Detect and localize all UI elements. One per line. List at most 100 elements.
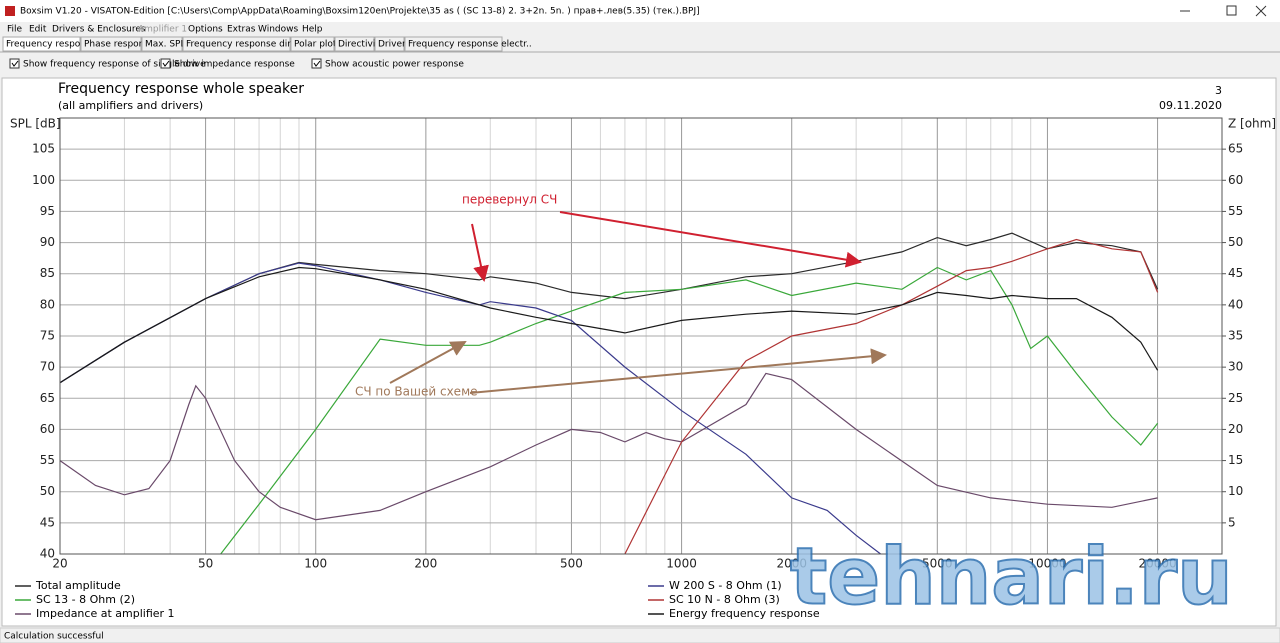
y2-tick-label: 15	[1228, 453, 1243, 467]
chart-subtitle: (all amplifiers and drivers)	[58, 99, 203, 112]
y2-tick-label: 55	[1228, 204, 1243, 218]
checkbox[interactable]	[160, 58, 171, 69]
series-line	[624, 238, 1159, 554]
series-line	[220, 266, 1159, 554]
window-title: Boxsim V1.20 - VISATON-Edition [C:\Users…	[20, 7, 700, 17]
y-tick-label: 40	[40, 547, 55, 561]
annotation-arrows	[389, 211, 887, 394]
checkbox-label[interactable]: Show frequency response of single drive	[23, 60, 206, 70]
menu-item[interactable]: Extras	[227, 25, 256, 35]
checkbox[interactable]	[311, 58, 322, 69]
x-tick-label: 10000	[1028, 557, 1066, 571]
y-tick-label: 50	[40, 484, 55, 498]
x-tick-label: 1000	[666, 557, 697, 571]
annotation: СЧ по Вашей схеме	[355, 385, 478, 399]
legend-label: Impedance at amplifier 1	[36, 607, 175, 620]
y-tick-label: 45	[40, 515, 55, 529]
menu-item[interactable]: File	[7, 25, 23, 35]
y2-tick-label: 20	[1228, 422, 1243, 436]
checkmark	[162, 60, 170, 67]
tab-label[interactable]: Phase response	[84, 40, 155, 50]
menu-item[interactable]: Edit	[29, 25, 47, 35]
tick-labels: 20 50 100 200 500 1000 2000 5000 10000 20000 40 45 5…	[32, 142, 1243, 571]
series-line	[60, 266, 1159, 384]
series-line	[60, 262, 881, 554]
x-tick-label: 20	[52, 557, 67, 571]
plot-lines	[60, 232, 1159, 554]
y-tick-label: 85	[40, 266, 55, 280]
tab[interactable]	[2, 36, 81, 52]
tab[interactable]	[404, 36, 503, 52]
tab-label[interactable]: Frequency response directions	[186, 40, 324, 50]
tab-label[interactable]: Driver	[378, 40, 406, 50]
checkbox-label[interactable]: Show acoustic power response	[325, 60, 464, 70]
x-tick-label: 500	[560, 557, 583, 571]
y2-tick-label: 65	[1228, 142, 1243, 156]
x-tick-label: 20000	[1138, 557, 1176, 571]
tab[interactable]	[182, 36, 291, 52]
checkbox-label[interactable]: Show impedance response	[174, 60, 295, 70]
x-tick-label: 5000	[922, 557, 953, 571]
y-axis-label: SPL [dB]	[10, 117, 61, 131]
x-tick-label: 200	[414, 557, 437, 571]
y-tick-label: 90	[40, 235, 55, 249]
tab[interactable]	[80, 36, 142, 52]
x-tick-label: 100	[304, 557, 327, 571]
checkmark	[313, 60, 321, 67]
watermark: tehnari.ru	[790, 532, 1233, 622]
y-tick-label: 95	[40, 204, 55, 218]
chart-title: Frequency response whole speaker	[58, 81, 304, 97]
chart-date: 09.11.2020	[1159, 99, 1222, 112]
menu-item[interactable]: Amplifier 1	[138, 25, 187, 35]
y-tick-label: 100	[32, 173, 55, 187]
tab-label[interactable]: Frequency response electr..	[408, 40, 532, 50]
menu-item[interactable]: Help	[302, 25, 323, 35]
y2-tick-label: 40	[1228, 297, 1243, 311]
chart-panel	[1, 77, 1277, 627]
tab-label[interactable]: Polar plots	[294, 40, 341, 50]
y-tick-label: 70	[40, 360, 55, 374]
y-tick-label: 80	[40, 297, 55, 311]
y2-axis-label: Z [ohm]	[1228, 117, 1276, 131]
tab-label[interactable]: Directivity	[338, 40, 385, 50]
y-tick-label: 60	[40, 422, 55, 436]
x-tick-label: 2000	[776, 557, 807, 571]
legend-label: Total amplitude	[35, 579, 121, 592]
menu-item[interactable]: Drivers & Enclosures	[52, 25, 146, 35]
options-row: Show frequency response of single driveS…	[9, 58, 464, 70]
y2-tick-label: 30	[1228, 360, 1243, 374]
checkmark	[11, 60, 19, 67]
y2-tick-label: 45	[1228, 266, 1243, 280]
y2-tick-label: 35	[1228, 329, 1243, 343]
y-tick-label: 105	[32, 142, 55, 156]
menu-item[interactable]: Windows	[258, 25, 298, 35]
app-icon	[5, 6, 15, 16]
y2-tick-label: 25	[1228, 391, 1243, 405]
tab-label[interactable]: Frequency response	[6, 40, 97, 50]
tab-label[interactable]: Max. SPL	[145, 40, 185, 50]
grid	[59, 118, 1222, 555]
y-tick-label: 65	[40, 391, 55, 405]
menu-item[interactable]: Options	[188, 25, 223, 35]
window-controls[interactable]	[1180, 5, 1267, 17]
status-text: Calculation successful	[4, 632, 104, 642]
tab[interactable]	[290, 36, 335, 52]
legend-label: Energy frequency response	[669, 607, 820, 620]
legend-label: SC 13 - 8 Ohm (2)	[36, 593, 135, 606]
y-tick-label: 55	[40, 453, 55, 467]
status-bar	[0, 627, 1280, 643]
y-tick-label: 75	[40, 329, 55, 343]
legend-label: SC 10 N - 8 Ohm (3)	[669, 593, 780, 606]
title-bar	[0, 0, 1280, 22]
y2-tick-label: 5	[1228, 515, 1236, 529]
tab[interactable]	[374, 36, 405, 52]
y2-tick-label: 60	[1228, 173, 1243, 187]
tab[interactable]	[141, 36, 183, 52]
tab[interactable]	[334, 36, 375, 52]
series-line	[60, 372, 1158, 521]
checkbox[interactable]	[9, 58, 20, 69]
